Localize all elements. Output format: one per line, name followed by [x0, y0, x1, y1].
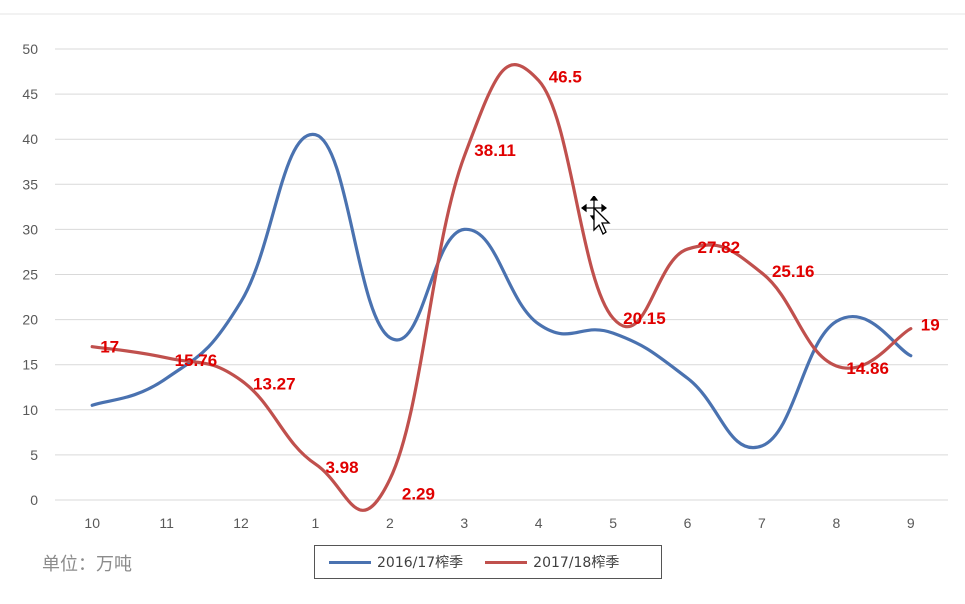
series-line-1 [90, 133, 913, 450]
data-label: 15.76 [175, 351, 218, 370]
legend-swatch-series-1 [329, 560, 371, 564]
move-cursor-icon [581, 196, 611, 235]
data-label: 14.86 [846, 359, 889, 378]
x-tick-label: 4 [535, 515, 543, 531]
unit-label: 单位：万吨 [42, 554, 132, 575]
legend: 2016/17榨季 2017/18榨季 [314, 545, 662, 579]
y-tick-label: 0 [30, 492, 38, 508]
x-tick-label: 2 [386, 515, 394, 531]
legend-swatch-series-2 [485, 560, 528, 564]
y-tick-label: 35 [22, 176, 38, 192]
x-tick-label: 10 [84, 515, 100, 531]
legend-label-series-2: 2017/18榨季 [533, 555, 620, 571]
x-tick-label: 11 [159, 515, 174, 531]
x-tick-label: 6 [684, 515, 692, 531]
data-label: 20.15 [623, 309, 666, 328]
x-tick-label: 1 [312, 515, 320, 531]
y-tick-label: 25 [22, 267, 38, 283]
y-tick-label: 15 [22, 357, 38, 373]
data-label: 46.5 [549, 68, 582, 87]
data-label: 3.98 [325, 458, 358, 477]
data-label: 19 [921, 316, 940, 335]
y-tick-label: 50 [22, 41, 38, 57]
y-tick-label: 45 [22, 86, 38, 102]
x-tick-label: 7 [758, 515, 766, 531]
data-label: 17 [100, 338, 119, 357]
data-label: 38.11 [474, 141, 516, 160]
legend-label-series-1: 2016/17榨季 [377, 555, 464, 571]
data-label: 25.16 [772, 262, 815, 281]
x-tick-label: 8 [832, 515, 840, 531]
y-tick-label: 30 [22, 221, 38, 237]
legend-item-series-2: 2017/18榨季 [485, 552, 619, 572]
x-tick-label: 12 [233, 515, 249, 531]
data-label: 2.29 [402, 484, 435, 503]
x-tick-label: 9 [907, 515, 915, 531]
y-tick-label: 20 [22, 312, 38, 328]
y-tick-label: 40 [22, 131, 38, 147]
x-tick-label: 5 [609, 515, 617, 531]
y-tick-label: 5 [30, 447, 38, 463]
data-label: 27.82 [698, 238, 741, 257]
series-line-2 [90, 63, 913, 512]
x-tick-label: 3 [460, 515, 468, 531]
y-tick-label: 10 [22, 402, 38, 418]
legend-item-series-1: 2016/17榨季 [329, 552, 463, 572]
data-label: 13.27 [253, 374, 296, 393]
